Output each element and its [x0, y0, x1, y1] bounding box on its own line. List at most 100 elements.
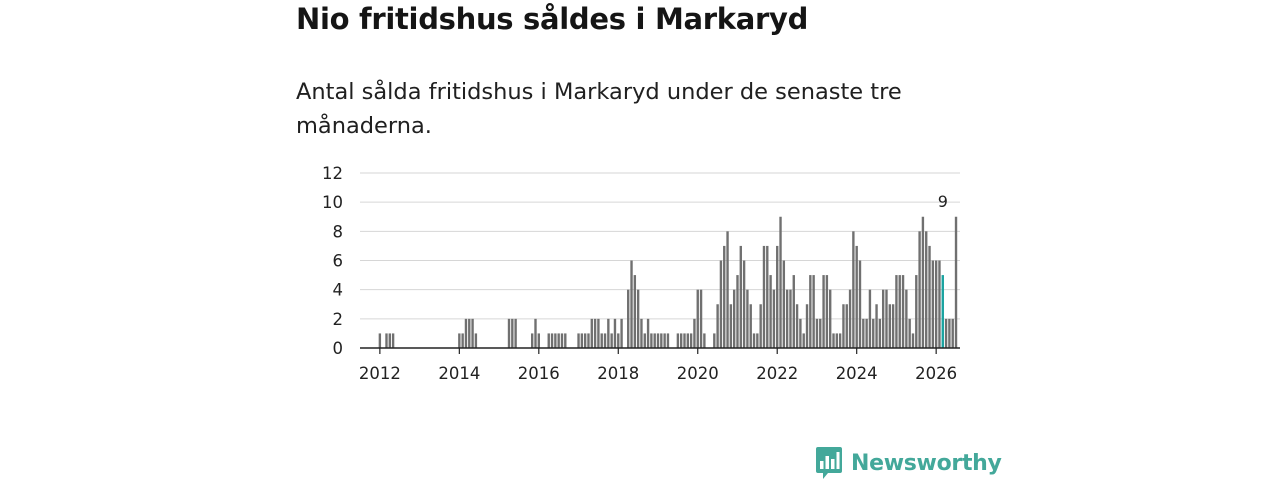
bar: [391, 333, 395, 348]
bar: [726, 231, 729, 348]
bar: [789, 289, 792, 348]
bar: [931, 260, 935, 348]
bar: [610, 333, 613, 348]
bar: [782, 260, 786, 348]
bar: [749, 304, 752, 348]
bar-highlight: [941, 275, 944, 348]
bar: [736, 275, 739, 348]
bar: [729, 304, 733, 348]
y-tick-label: 10: [322, 193, 343, 212]
chart-subtitle: Antal sålda fritidshus i Markaryd under …: [296, 79, 902, 139]
bar: [812, 275, 815, 348]
bar: [583, 333, 587, 348]
bar: [799, 318, 802, 348]
bar: [646, 318, 650, 348]
bar: [759, 304, 762, 348]
bar: [732, 289, 736, 348]
bar: [752, 333, 756, 348]
x-tick-label: 2012: [359, 364, 401, 383]
bar: [832, 333, 835, 348]
bar: [458, 333, 461, 348]
bar: [620, 318, 623, 348]
bar: [474, 333, 478, 348]
bar: [915, 275, 918, 348]
bar: [468, 318, 471, 348]
bar: [514, 318, 517, 348]
bar: [564, 333, 567, 348]
bar: [660, 333, 663, 348]
bar: [848, 289, 852, 348]
bar: [607, 318, 610, 348]
bar: [683, 333, 686, 348]
bar: [689, 333, 693, 348]
x-tick-label: 2024: [836, 364, 878, 383]
bar: [627, 289, 630, 348]
bar: [815, 318, 819, 348]
bar: [878, 318, 882, 348]
bar: [388, 333, 391, 348]
bar: [862, 318, 865, 348]
bar: [858, 260, 862, 348]
bar: [855, 245, 858, 348]
bar: [547, 333, 550, 348]
bar: [530, 333, 534, 348]
bar: [656, 333, 660, 348]
y-tick-label: 0: [333, 339, 344, 358]
bar: [868, 289, 872, 348]
bar: [842, 304, 845, 348]
highlight-callout: 9: [938, 192, 948, 211]
x-tick-label: 2020: [677, 364, 719, 383]
bar: [776, 245, 779, 348]
bar: [739, 245, 742, 348]
bar: [593, 318, 597, 348]
bar: [534, 318, 537, 348]
x-tick-label: 2022: [756, 364, 798, 383]
highlight-value-label: 9: [938, 192, 948, 211]
bar: [676, 333, 680, 348]
bar: [590, 318, 593, 348]
bar: [948, 318, 951, 348]
bar: [835, 333, 839, 348]
bar: [653, 333, 656, 348]
bar: [954, 216, 958, 348]
bar: [587, 333, 590, 348]
bar: [742, 260, 746, 348]
bar: [921, 216, 925, 348]
bar: [911, 333, 915, 348]
bar: [779, 216, 782, 348]
x-tick-label: 2016: [518, 364, 560, 383]
bar: [461, 333, 464, 348]
bar: [918, 231, 921, 348]
bar: [464, 318, 468, 348]
bar: [378, 333, 382, 348]
bar: [680, 333, 683, 348]
newsworthy-logo: Newsworthy: [815, 446, 1002, 480]
bar: [557, 333, 560, 348]
bar: [650, 333, 653, 348]
bar: [703, 333, 706, 348]
bar: [805, 304, 809, 348]
bar: [865, 318, 868, 348]
y-tick-label: 12: [322, 164, 343, 183]
bar: [934, 260, 938, 348]
bar: [560, 333, 564, 348]
bar: [716, 304, 719, 348]
bar: [603, 333, 607, 348]
bar: [613, 318, 617, 348]
x-tick-label: 2026: [915, 364, 957, 383]
y-tick-label: 6: [333, 252, 344, 271]
bar: [928, 245, 931, 348]
y-axis-labels: 0 2 4 6 8 10 12: [322, 164, 343, 358]
x-axis: 2012 2014 2016 2018 2020 2022 2024 2026: [359, 347, 960, 383]
bar: [769, 275, 772, 348]
bar: [693, 318, 696, 348]
bar: [762, 245, 766, 348]
bar: [895, 275, 898, 348]
bar: [600, 333, 603, 348]
bar: [838, 333, 842, 348]
x-tick-label: 2014: [438, 364, 480, 383]
bar: [577, 333, 580, 348]
bar: [617, 333, 620, 348]
bar: [554, 333, 557, 348]
bars: [378, 216, 958, 348]
